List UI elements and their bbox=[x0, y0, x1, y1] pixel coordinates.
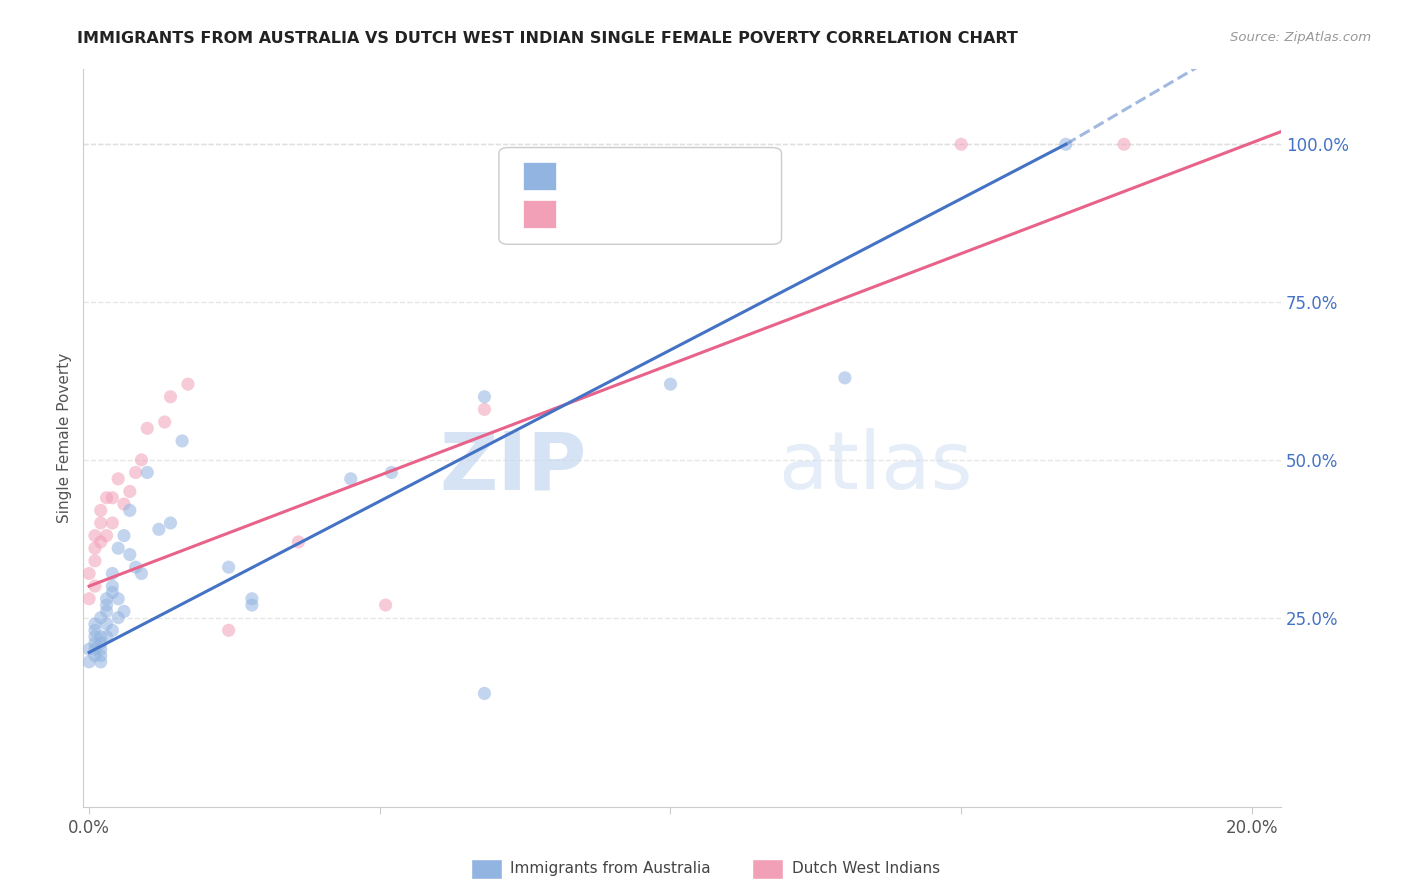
Point bbox=[124, 560, 146, 574]
Point bbox=[90, 642, 112, 657]
Point bbox=[834, 371, 856, 385]
Point bbox=[90, 610, 112, 624]
Point bbox=[1054, 137, 1077, 152]
Point bbox=[240, 598, 263, 612]
Text: atlas: atlas bbox=[778, 428, 973, 507]
Point bbox=[96, 604, 118, 618]
Point bbox=[131, 566, 153, 581]
Point bbox=[90, 503, 112, 517]
Point bbox=[153, 415, 176, 429]
Point bbox=[84, 554, 107, 568]
Point bbox=[172, 434, 194, 448]
Point bbox=[159, 516, 181, 530]
Point bbox=[96, 591, 118, 606]
Point bbox=[90, 655, 112, 669]
Point bbox=[84, 648, 107, 663]
Point bbox=[101, 585, 124, 599]
Point bbox=[84, 630, 107, 644]
Point bbox=[374, 598, 396, 612]
Point bbox=[159, 390, 181, 404]
Point bbox=[84, 528, 107, 542]
Point bbox=[84, 541, 107, 556]
Point bbox=[136, 421, 159, 435]
Point bbox=[148, 522, 170, 536]
Point bbox=[101, 624, 124, 638]
Point bbox=[101, 491, 124, 505]
Point bbox=[77, 655, 100, 669]
Text: Dutch West Indians: Dutch West Indians bbox=[792, 862, 939, 876]
Point bbox=[112, 528, 135, 542]
Text: Immigrants from Australia: Immigrants from Australia bbox=[510, 862, 711, 876]
Point bbox=[112, 604, 135, 618]
Point bbox=[77, 642, 100, 657]
Point bbox=[218, 624, 240, 638]
Point bbox=[90, 636, 112, 650]
Point bbox=[118, 503, 141, 517]
Point bbox=[101, 566, 124, 581]
Point bbox=[90, 648, 112, 663]
Point bbox=[177, 377, 200, 392]
Point bbox=[474, 686, 496, 700]
Point bbox=[118, 548, 141, 562]
FancyBboxPatch shape bbox=[499, 147, 782, 244]
Point bbox=[84, 579, 107, 593]
Point bbox=[1112, 137, 1135, 152]
Point bbox=[124, 466, 146, 480]
Point bbox=[96, 598, 118, 612]
Point bbox=[101, 516, 124, 530]
Point bbox=[659, 377, 682, 392]
Point bbox=[339, 472, 361, 486]
Point bbox=[107, 541, 129, 556]
Point bbox=[90, 535, 112, 549]
Point bbox=[96, 528, 118, 542]
Point bbox=[101, 579, 124, 593]
Point bbox=[474, 390, 496, 404]
Point bbox=[136, 466, 159, 480]
Point bbox=[131, 453, 153, 467]
Point bbox=[77, 591, 100, 606]
Point bbox=[90, 516, 112, 530]
Text: ZIP: ZIP bbox=[439, 428, 586, 507]
Point bbox=[950, 137, 973, 152]
Text: N = 46: N = 46 bbox=[695, 167, 756, 185]
Bar bbox=[523, 161, 557, 190]
Point bbox=[84, 636, 107, 650]
Point bbox=[380, 466, 402, 480]
Point bbox=[240, 591, 263, 606]
Text: Source: ZipAtlas.com: Source: ZipAtlas.com bbox=[1230, 31, 1371, 45]
Point bbox=[84, 624, 107, 638]
Point bbox=[287, 535, 309, 549]
Bar bbox=[523, 200, 557, 228]
Point bbox=[96, 630, 118, 644]
Point bbox=[90, 630, 112, 644]
Point bbox=[107, 610, 129, 624]
Point bbox=[84, 642, 107, 657]
Point bbox=[84, 617, 107, 632]
Point bbox=[112, 497, 135, 511]
Text: R = 0.733: R = 0.733 bbox=[571, 205, 654, 223]
Point bbox=[218, 560, 240, 574]
Point bbox=[107, 591, 129, 606]
Point bbox=[118, 484, 141, 499]
Point bbox=[96, 491, 118, 505]
Point bbox=[474, 402, 496, 417]
Text: IMMIGRANTS FROM AUSTRALIA VS DUTCH WEST INDIAN SINGLE FEMALE POVERTY CORRELATION: IMMIGRANTS FROM AUSTRALIA VS DUTCH WEST … bbox=[77, 31, 1018, 46]
Point bbox=[107, 472, 129, 486]
Point bbox=[77, 566, 100, 581]
Point bbox=[96, 617, 118, 632]
Text: R = 0.627: R = 0.627 bbox=[571, 167, 654, 185]
Y-axis label: Single Female Poverty: Single Female Poverty bbox=[58, 352, 72, 523]
Text: N = 28: N = 28 bbox=[695, 205, 756, 223]
